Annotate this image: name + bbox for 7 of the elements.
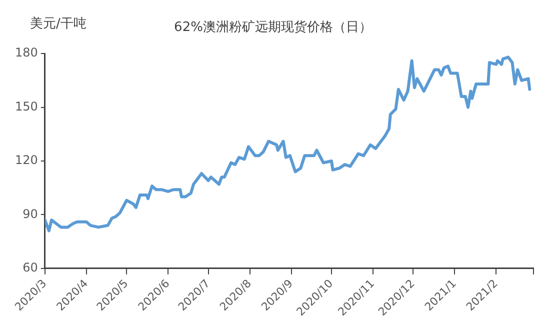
y-tick-label: 150 (15, 99, 38, 114)
y-tick-label: 60 (22, 260, 38, 274)
y-tick-label: 90 (22, 206, 38, 221)
y-tick-label: 180 (15, 46, 38, 60)
chart-title: 62%澳洲粉矿远期现货价格（日） (174, 20, 372, 36)
y-tick-label: 120 (15, 153, 38, 168)
y-axis-title: 美元/干吨 (30, 15, 86, 32)
